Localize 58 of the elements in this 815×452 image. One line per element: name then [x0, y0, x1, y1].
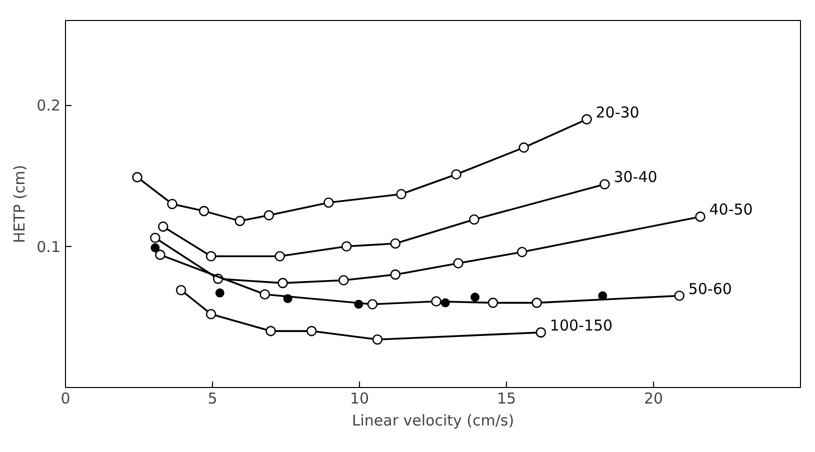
point [532, 298, 542, 308]
point [278, 278, 288, 288]
point [372, 334, 383, 345]
point [453, 258, 464, 268]
point [274, 251, 285, 262]
point [536, 327, 546, 338]
point [390, 269, 401, 280]
point [598, 291, 608, 300]
y-tick-label: 0.1 [36, 238, 61, 256]
point [215, 288, 224, 298]
point [158, 221, 168, 232]
point [306, 326, 317, 336]
point [582, 114, 592, 124]
x-tick-label: 20 [644, 390, 664, 408]
y-axis-title: HETP (cm) [10, 164, 29, 244]
point [488, 298, 498, 308]
point [390, 238, 401, 249]
x-tick-label: 10 [350, 390, 370, 408]
point [198, 206, 210, 216]
point [155, 250, 166, 260]
point [283, 294, 292, 304]
point [600, 179, 610, 190]
point [234, 216, 245, 226]
point [674, 290, 685, 301]
point [470, 292, 480, 302]
point [469, 214, 480, 225]
series-label: 50-60 [688, 280, 732, 298]
point [264, 210, 274, 220]
series-label: 20-30 [596, 103, 640, 122]
point [396, 188, 406, 200]
point [132, 172, 142, 182]
point [695, 212, 706, 222]
point [260, 289, 270, 300]
point [176, 284, 186, 296]
point [431, 296, 442, 307]
point [323, 197, 334, 208]
point [338, 275, 349, 286]
point [451, 169, 462, 180]
point [516, 246, 528, 258]
point [440, 298, 450, 308]
point [518, 142, 529, 153]
x-tick-label: 15 [496, 390, 516, 408]
point [354, 300, 364, 309]
series-label: 30-40 [614, 168, 658, 186]
point [206, 251, 216, 262]
point [167, 198, 178, 210]
y-tick-label: 0.2 [36, 96, 61, 115]
point [206, 308, 216, 320]
point [150, 232, 160, 244]
point [150, 243, 160, 252]
series-label: 40-50 [709, 200, 753, 219]
x-tick-label: 0 [60, 390, 70, 408]
x-tick-label: 5 [208, 390, 218, 408]
point [266, 326, 276, 336]
series-label: 100-150 [550, 316, 613, 334]
x-axis-title: Linear velocity (cm/s) [352, 412, 514, 430]
point [341, 241, 352, 252]
point [367, 299, 378, 310]
